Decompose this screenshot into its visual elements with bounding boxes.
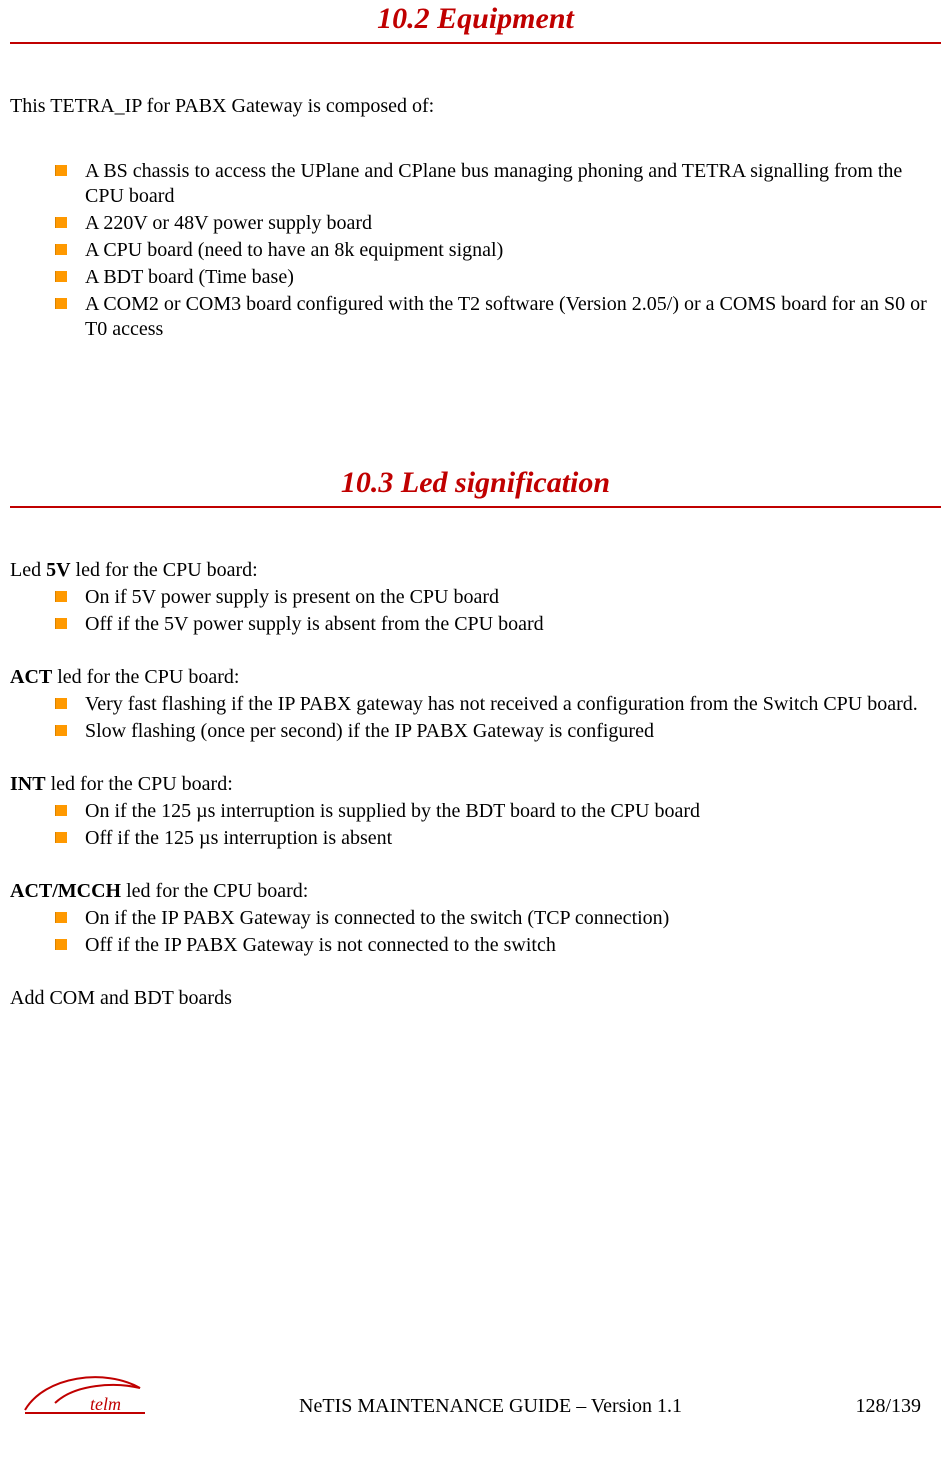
equipment-intro: This TETRA_IP for PABX Gateway is compos…: [10, 94, 931, 119]
list-item: Slow flashing (once per second) if the I…: [55, 719, 921, 744]
led-block-act: ACT led for the CPU board: Very fast fla…: [10, 665, 931, 744]
led-item-list: Very fast flashing if the IP PABX gatewa…: [55, 692, 921, 744]
list-item: A 220V or 48V power supply board: [55, 211, 931, 236]
led-suffix: led for the CPU board:: [121, 880, 308, 902]
section-heading-equipment: 10.2 Equipment: [10, 2, 941, 36]
led-suffix: led for the CPU board:: [71, 559, 258, 581]
led-block-act-mcch: ACT/MCCH led for the CPU board: On if th…: [10, 879, 931, 958]
led-name: ACT/MCCH: [10, 880, 121, 902]
section-number: 10.3: [341, 466, 394, 499]
footer-center-text: NeTIS MAINTENANCE GUIDE – Version 1.1: [150, 1395, 831, 1418]
section-rule: [10, 506, 941, 508]
led-item-list: On if the IP PABX Gateway is connected t…: [55, 906, 921, 958]
telm-logo: telm: [20, 1368, 150, 1418]
list-item: On if the IP PABX Gateway is connected t…: [55, 906, 921, 931]
page-footer: telm NeTIS MAINTENANCE GUIDE – Version 1…: [0, 1368, 951, 1428]
led-name: ACT: [10, 666, 52, 688]
list-item: Off if the 5V power supply is absent fro…: [55, 612, 921, 637]
led-suffix: led for the CPU board:: [46, 773, 233, 795]
led-block-5v: Led 5V led for the CPU board: On if 5V p…: [10, 558, 931, 637]
list-item: A COM2 or COM3 board configured with the…: [55, 292, 931, 342]
list-item: A BDT board (Time base): [55, 265, 931, 290]
list-item: Off if the IP PABX Gateway is not connec…: [55, 933, 921, 958]
led-item-list: On if 5V power supply is present on the …: [55, 585, 921, 637]
list-item: On if the 125 µs interruption is supplie…: [55, 799, 921, 824]
list-item: Off if the 125 µs interruption is absent: [55, 826, 921, 851]
section-rule: [10, 42, 941, 44]
list-item: Very fast flashing if the IP PABX gatewa…: [55, 692, 921, 717]
led-block-int: INT led for the CPU board: On if the 125…: [10, 772, 931, 851]
section-title: Equipment: [437, 2, 574, 35]
led-name: INT: [10, 773, 46, 795]
led-suffix: led for the CPU board:: [52, 666, 239, 688]
led-intro: Led 5V led for the CPU board:: [10, 558, 921, 583]
led-item-list: On if the 125 µs interruption is supplie…: [55, 799, 921, 851]
svg-text:telm: telm: [90, 1394, 121, 1414]
list-item: A BS chassis to access the UPlane and CP…: [55, 159, 931, 209]
led-intro: ACT led for the CPU board:: [10, 665, 921, 690]
led-intro: INT led for the CPU board:: [10, 772, 921, 797]
page-number: 128/139: [831, 1395, 921, 1418]
section-heading-led: 10.3 Led signification: [10, 466, 941, 500]
closing-note: Add COM and BDT boards: [10, 986, 931, 1011]
led-intro: ACT/MCCH led for the CPU board:: [10, 879, 921, 904]
list-item: A CPU board (need to have an 8k equipmen…: [55, 238, 931, 263]
section-title: Led signification: [401, 466, 610, 499]
led-name: 5V: [46, 559, 70, 581]
list-item: On if 5V power supply is present on the …: [55, 585, 921, 610]
equipment-list: A BS chassis to access the UPlane and CP…: [55, 159, 931, 342]
led-prefix: Led: [10, 559, 46, 581]
section-number: 10.2: [377, 2, 430, 35]
